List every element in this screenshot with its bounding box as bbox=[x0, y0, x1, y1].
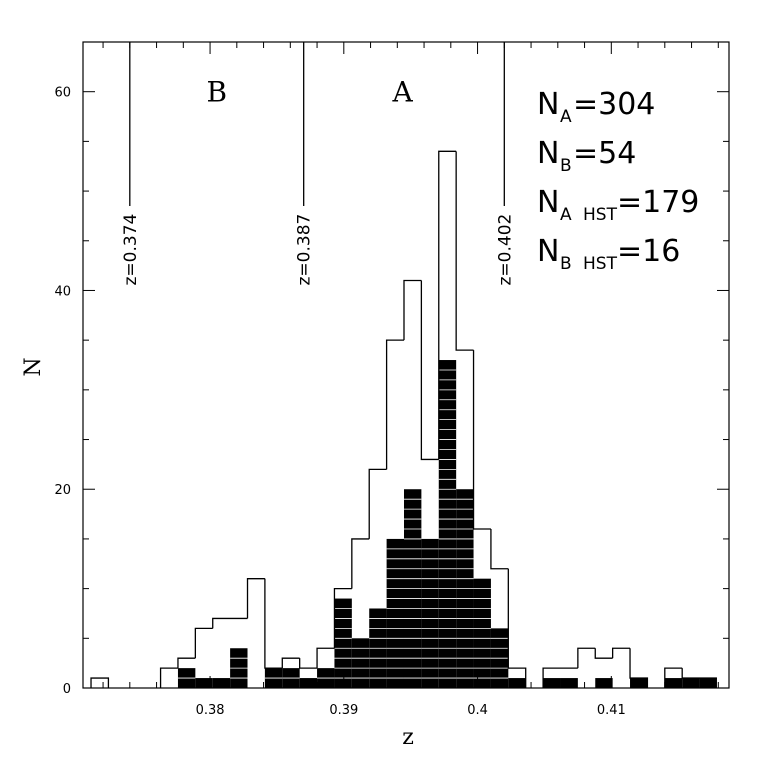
filled-bar bbox=[508, 678, 526, 688]
annotation-subscript: B bbox=[560, 254, 572, 274]
filled-bar bbox=[595, 678, 613, 688]
annotation-value: =16 bbox=[617, 234, 680, 269]
count-annotation: N A HST =179 bbox=[537, 185, 699, 225]
annotation-symbol: N bbox=[537, 136, 559, 171]
region-label: B bbox=[206, 76, 227, 109]
annotation-symbol: N bbox=[537, 234, 559, 269]
filled-bar bbox=[334, 598, 352, 688]
reference-line-label: z=0.402 bbox=[495, 214, 515, 286]
filled-bar bbox=[682, 678, 700, 688]
annotation-subscript: B bbox=[560, 156, 572, 176]
count-annotation: N B =54 bbox=[537, 136, 636, 176]
reference-line-label: z=0.387 bbox=[295, 214, 315, 286]
reference-lines-layer: z=0.374 z=0.387 z=0.402 bbox=[121, 42, 515, 285]
reference-line-label: z=0.374 bbox=[121, 214, 141, 286]
plot-frame bbox=[82, 41, 730, 689]
filled-histogram-layer bbox=[177, 360, 717, 688]
filled-bar bbox=[473, 578, 491, 688]
annotation-symbol: N bbox=[537, 185, 559, 220]
axis-ticks-layer bbox=[83, 41, 729, 689]
filled-bar bbox=[630, 678, 648, 688]
filled-bar bbox=[299, 678, 318, 688]
annotation-subscript-tail: HST bbox=[583, 254, 618, 274]
annotation-symbol: N bbox=[537, 87, 559, 122]
axis-labels-layer: 0.38 0.39 0.4 0.41 0 20 40 60 bbox=[54, 86, 625, 718]
region-label: A bbox=[392, 76, 414, 109]
y-tick-label: 60 bbox=[54, 86, 71, 101]
y-axis-title: N bbox=[21, 357, 46, 376]
x-tick-label: 0.38 bbox=[196, 703, 225, 718]
annotation-value: =179 bbox=[617, 185, 699, 220]
annotation-subscript: A bbox=[560, 205, 572, 225]
open-histogram-layer bbox=[90, 150, 717, 688]
plot-frame-layer bbox=[82, 41, 730, 689]
filled-bar bbox=[560, 678, 578, 688]
x-tick-label: 0.4 bbox=[467, 703, 488, 718]
x-tick-label: 0.41 bbox=[597, 703, 626, 718]
annotation-subscript: A bbox=[560, 107, 572, 127]
filled-bar bbox=[543, 678, 561, 688]
filled-bar bbox=[664, 678, 683, 688]
filled-bar bbox=[195, 678, 213, 688]
filled-bar bbox=[699, 678, 717, 688]
x-axis-title: z bbox=[402, 725, 414, 750]
count-annotation: N A =304 bbox=[537, 87, 655, 127]
annotation-value: =54 bbox=[573, 136, 636, 171]
filled-bar bbox=[212, 678, 231, 688]
open-histogram-outline bbox=[90, 150, 717, 688]
y-tick-label: 20 bbox=[54, 483, 71, 498]
x-tick-label: 0.39 bbox=[329, 703, 358, 718]
annotation-value: =304 bbox=[573, 87, 655, 122]
annotation-subscript-tail: HST bbox=[583, 205, 618, 225]
filled-bar bbox=[386, 538, 404, 688]
y-tick-label: 0 bbox=[63, 682, 71, 697]
filled-bar bbox=[421, 538, 439, 688]
y-tick-label: 40 bbox=[54, 284, 71, 299]
count-annotation: N B HST =16 bbox=[537, 234, 680, 274]
filled-bar bbox=[438, 360, 457, 688]
filled-bar bbox=[351, 638, 370, 688]
